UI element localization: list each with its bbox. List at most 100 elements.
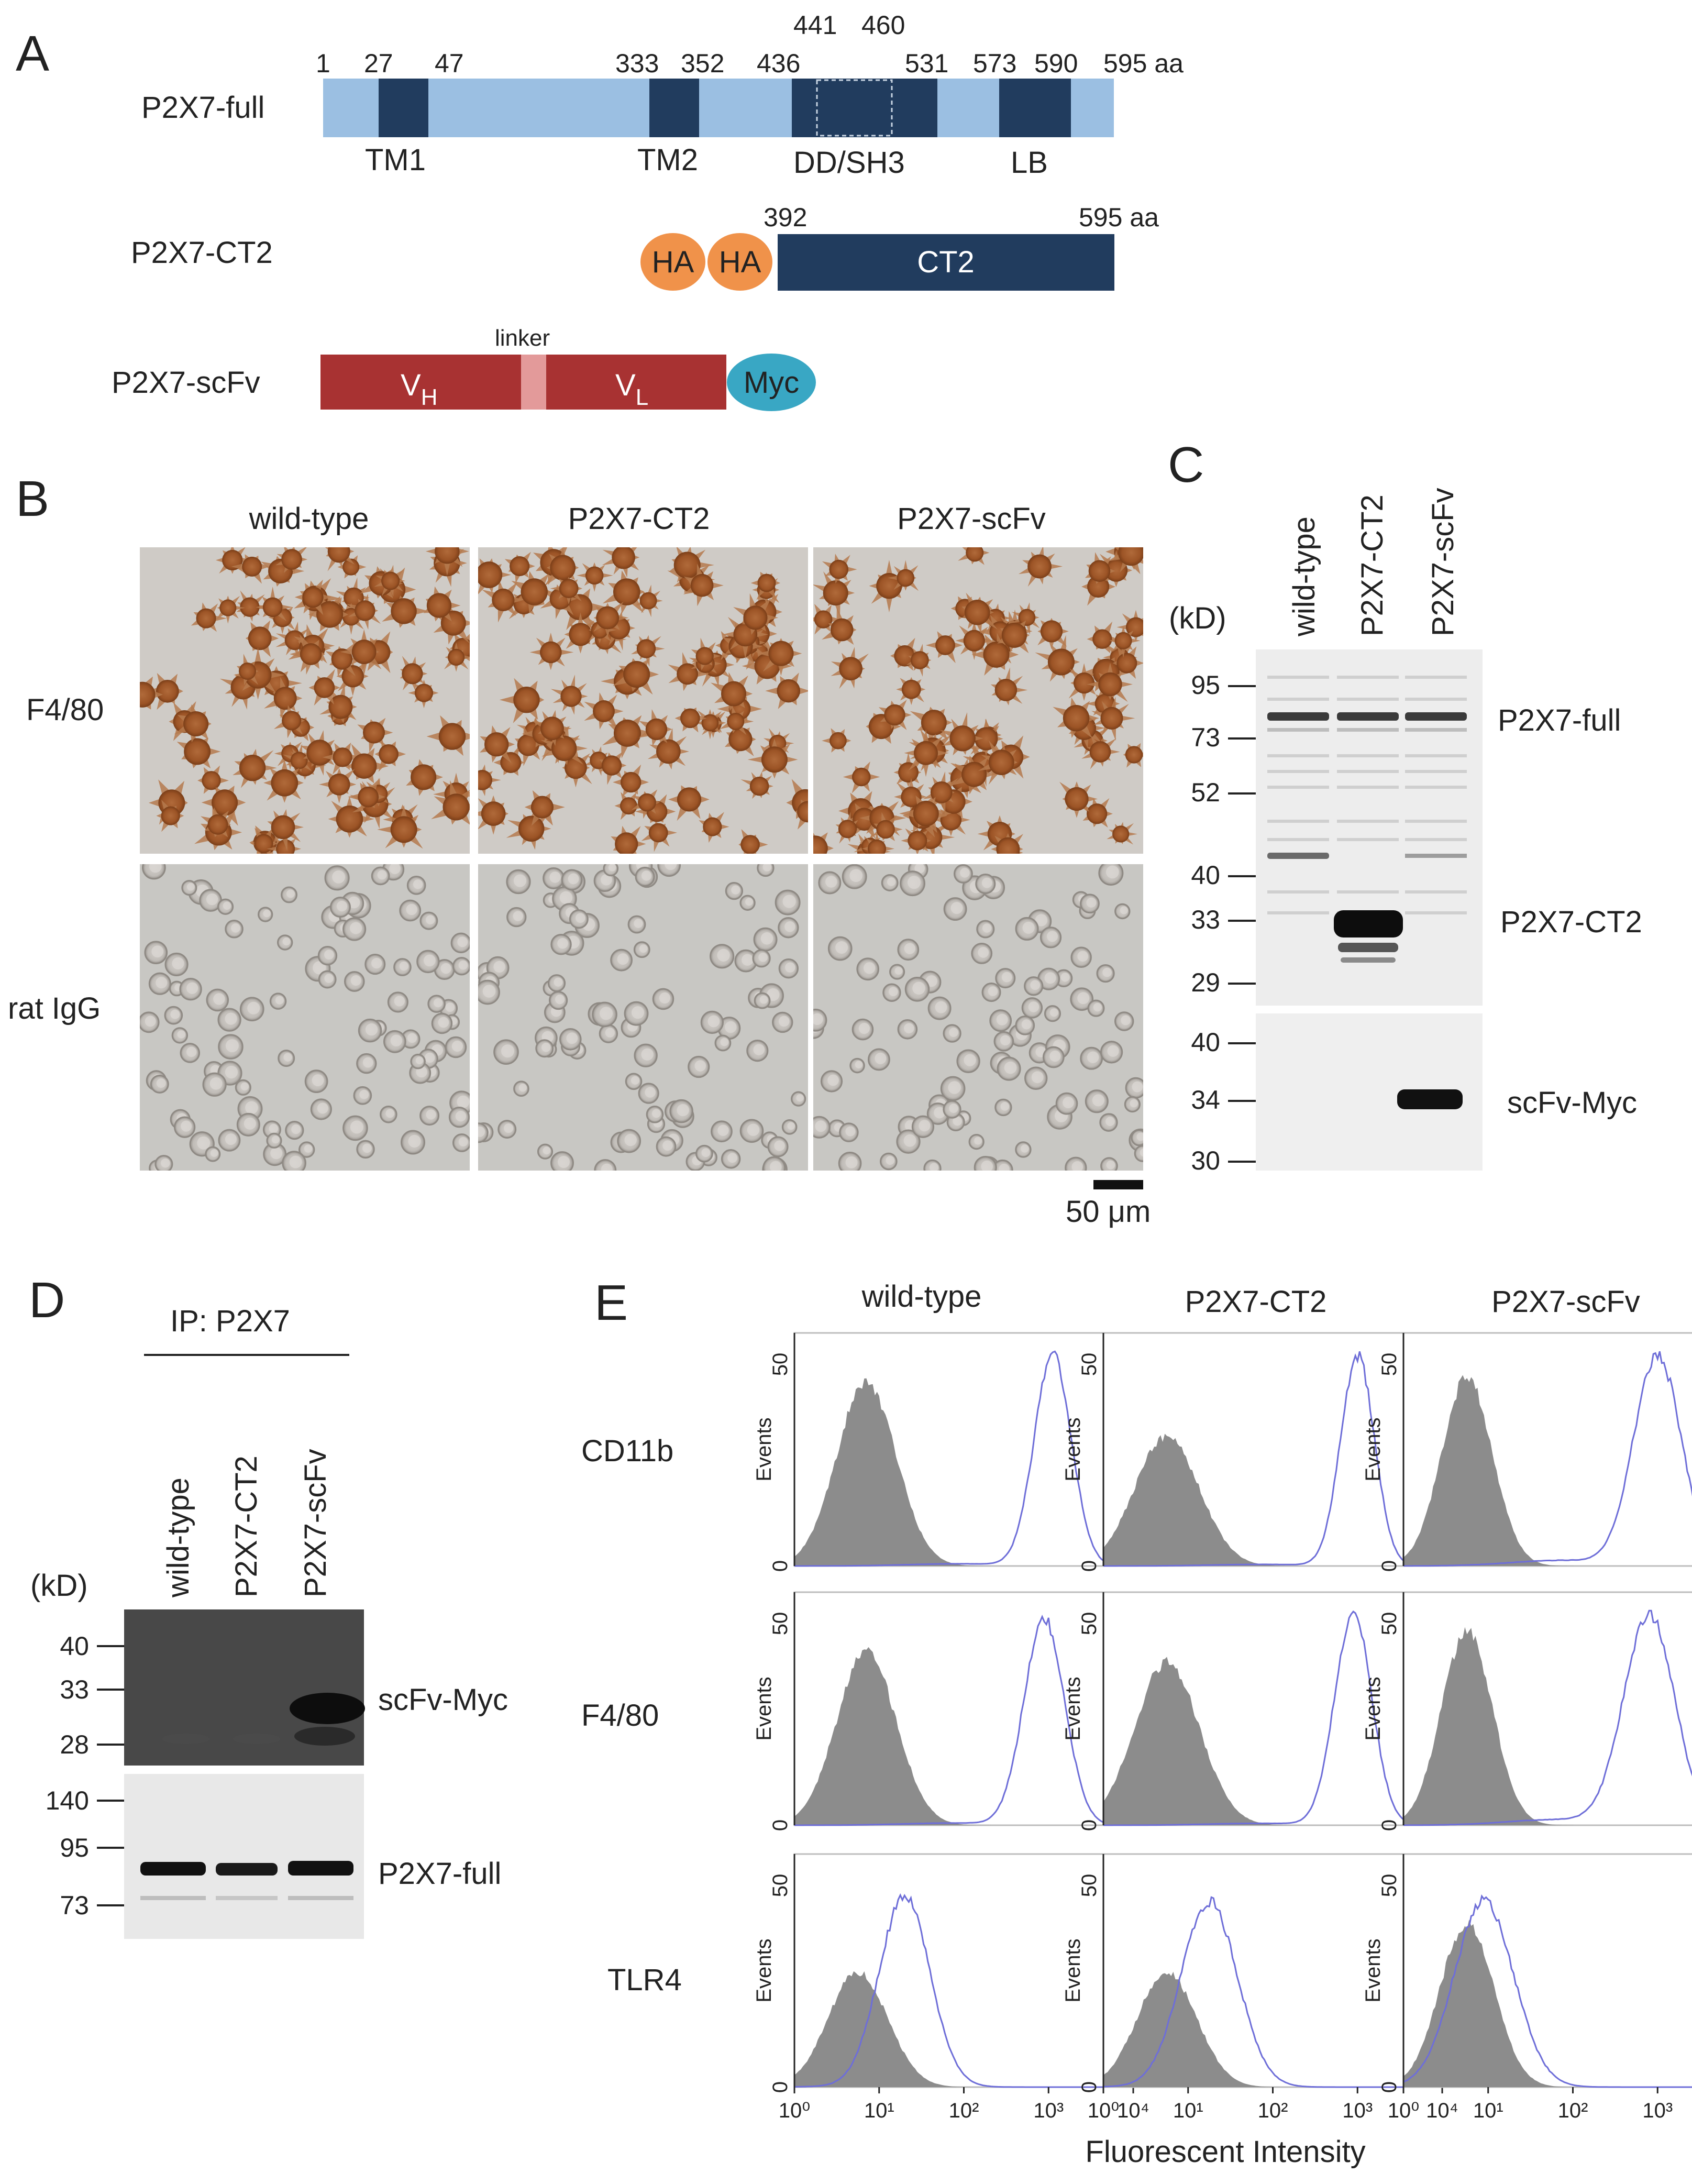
d-band-scfv: scFv-Myc: [378, 1683, 508, 1717]
p2x7-ct2-label: P2X7-CT2: [131, 236, 273, 270]
x-tick-0: 10⁰: [1088, 2099, 1120, 2122]
micrograph-ratigg-wildtype: [140, 864, 470, 1171]
c-unit: (kD): [1169, 601, 1226, 635]
e-row-labels: CD11b F4/80 TLR4: [581, 1434, 682, 1997]
panel-b-label: B: [16, 471, 49, 527]
c-full-band-1: [1267, 712, 1329, 721]
pos-47: 47: [435, 49, 464, 78]
e-col-ct2: P2X7-CT2: [1185, 1285, 1327, 1319]
c-m52: 52: [1191, 778, 1220, 807]
vl-box: [546, 355, 726, 410]
isotype-histogram: [794, 1647, 1133, 1825]
lb-box: [999, 79, 1071, 137]
c-m95: 95: [1191, 670, 1220, 700]
micrograph-f480-scfv: [813, 547, 1143, 854]
stained-histogram: [1403, 1351, 1692, 1567]
d-lane-labels: wild-type P2X7-CT2 P2X7-scFv: [161, 1449, 333, 1598]
isotype-histogram: [1103, 1657, 1442, 1825]
y-axis-label: Events: [1061, 1417, 1085, 1481]
y-axis-label: Events: [1061, 1938, 1085, 2002]
stained-histogram: [1103, 1610, 1442, 1826]
ct2-box: [778, 234, 1114, 291]
isotype-histogram: [1103, 1971, 1442, 2087]
histogram-cd11b-wildtype: 0 50 Events: [753, 1332, 1134, 1572]
position-labels: 1 27 47 333 352 436 441 460 531 573 590 …: [316, 10, 1184, 78]
x-tick-2: 10²: [1258, 2099, 1288, 2122]
d-unit: (kD): [30, 1569, 88, 1603]
x-tick-4: 10⁴: [1426, 2099, 1458, 2122]
lb-label: LB: [1011, 146, 1048, 180]
scale-bar-label: 50 μm: [1066, 1195, 1151, 1229]
isotype-histogram: [794, 1378, 1133, 1566]
pos-352: 352: [681, 49, 724, 78]
y-tick-50: 50: [1378, 1612, 1401, 1636]
c-mb30: 30: [1191, 1146, 1220, 1175]
d-band-labels: scFv-Myc P2X7-full: [378, 1683, 508, 1891]
stained-histogram: [1103, 1351, 1442, 1567]
isotype-histogram: [794, 1971, 1133, 2087]
x-tick-1: 10¹: [1173, 2099, 1203, 2122]
e-row-f480: F4/80: [581, 1698, 659, 1733]
p2x7-scfv-label: P2X7-scFv: [112, 366, 260, 400]
d-m40: 40: [60, 1631, 89, 1661]
y-tick-0: 0: [1078, 2081, 1101, 2093]
x-tick-1: 10¹: [1473, 2099, 1503, 2122]
d-m140: 140: [46, 1786, 89, 1815]
y-axis-label: Events: [753, 1938, 776, 2002]
micrograph-ratigg-ct2: [478, 864, 808, 1171]
d-ip-label: IP: P2X7: [170, 1304, 290, 1338]
x-tick-2: 10²: [1558, 2099, 1588, 2122]
c-m29: 29: [1191, 968, 1220, 997]
e-x-axis-title: Fluorescent Intensity: [1085, 2135, 1365, 2169]
d-blot-bottom: [124, 1774, 364, 1939]
c-full-band-2: [1337, 712, 1399, 721]
y-tick-0: 0: [1378, 1560, 1401, 1572]
y-tick-0: 0: [1378, 2081, 1401, 2093]
x-tick-0: 10⁰: [1388, 2099, 1420, 2122]
myc-tag: [727, 354, 816, 411]
c-m73: 73: [1191, 723, 1220, 752]
ct2-box-label: CT2: [917, 245, 975, 279]
stained-histogram: [794, 1893, 1133, 2088]
x-tick-4: 10⁴: [1117, 2099, 1149, 2122]
c-scfv-myc-band: [1397, 1089, 1463, 1109]
ha-tag-2: [707, 233, 772, 291]
c-m33: 33: [1191, 905, 1220, 934]
pos-1: 1: [316, 49, 330, 78]
d-marker-ticks: [97, 1645, 124, 1906]
d-full-band-1: [140, 1862, 206, 1876]
p2x7-full-bar: [323, 79, 1114, 137]
y-tick-0: 0: [1378, 1819, 1401, 1831]
isotype-histogram: [1403, 1375, 1692, 1566]
scale-bar: [1093, 1180, 1143, 1189]
linker-label: linker: [495, 325, 550, 351]
c-band-full: P2X7-full: [1498, 703, 1621, 737]
histogram-f480-ct2: 0 50 Events: [1061, 1591, 1443, 1831]
x-tick-3: 10³: [1342, 2099, 1373, 2122]
tm1-label: TM1: [365, 143, 426, 177]
histogram-f480-scfv: 0 50 Events: [1362, 1591, 1692, 1831]
panel-b-column-headers: wild-type P2X7-CT2 P2X7-scFv: [249, 502, 1046, 536]
vl-label: VL: [615, 368, 648, 410]
e-row-tlr4: TLR4: [607, 1963, 682, 1997]
c-ct2-band: [1334, 910, 1403, 937]
dd-sh3-label: DD/SH3: [793, 146, 905, 180]
y-tick-50: 50: [1078, 1353, 1101, 1376]
y-tick-0: 0: [1078, 1560, 1101, 1572]
pos-333: 333: [615, 49, 659, 78]
ha-tag-2-label: HA: [719, 245, 761, 279]
b-row-f480: F4/80: [26, 693, 104, 727]
isotype-histogram: [1403, 1920, 1692, 2087]
y-axis-label: Events: [1362, 1417, 1385, 1481]
tm2-label: TM2: [637, 143, 698, 177]
c-band-scfv: scFv-Myc: [1507, 1086, 1637, 1120]
c-blot-top: [1256, 649, 1483, 1006]
vh-box: [320, 355, 521, 410]
ct2-start: 392: [764, 203, 807, 232]
d-m95: 95: [60, 1833, 89, 1862]
panel-a-label: A: [16, 26, 49, 82]
d-blot-top: [124, 1609, 365, 1766]
y-tick-50: 50: [769, 1874, 792, 1898]
c-lane-ct2: P2X7-CT2: [1355, 494, 1389, 636]
